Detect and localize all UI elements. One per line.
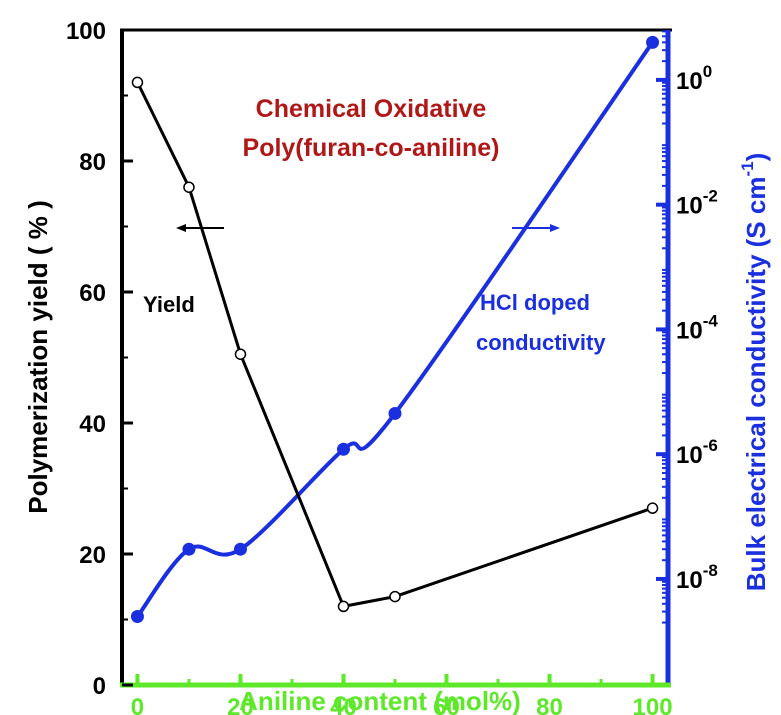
y-left-tick-label: 80 xyxy=(79,149,106,176)
right-y-axis-title-end: ) xyxy=(741,153,771,162)
conductivity-point xyxy=(130,610,144,624)
conductivity-point xyxy=(233,542,247,556)
yield-annotation: Yield xyxy=(143,292,195,317)
right-y-axis-title-sup: -1 xyxy=(738,161,757,176)
y-right-tick-label: 10-6 xyxy=(676,436,718,469)
chart-title-line-1: Chemical Oxidative xyxy=(256,95,487,123)
yield-line xyxy=(136,81,653,608)
yield-point xyxy=(646,502,659,514)
y-right-tick-label: 10-4 xyxy=(676,311,718,344)
y-left-tick-label: 100 xyxy=(66,18,106,45)
tick-labels: 0 20 40 60 80 100 0 20 40 60 80 100 10-8 10-6 10-4 10-2… xyxy=(66,18,718,715)
x-tick-label: 80 xyxy=(536,694,563,715)
x-tick-label: 0 xyxy=(131,694,144,715)
conductivity-annotation-line-2: conductivity xyxy=(476,330,606,355)
y-right-tick-label: 10-2 xyxy=(676,187,718,220)
conductivity-points xyxy=(130,35,660,624)
x-tick-label: 100 xyxy=(633,694,673,715)
conductivity-annotation-line-1: HCl doped xyxy=(480,290,590,315)
x-axis-title: Aniline content (mol%) xyxy=(239,686,521,715)
conductivity-point xyxy=(388,406,402,420)
y-left-tick-label: 0 xyxy=(93,673,106,700)
y-left-tick-label: 20 xyxy=(79,542,106,569)
yield-point xyxy=(183,181,195,193)
yield-arrow-head xyxy=(176,224,186,232)
yield-point xyxy=(389,590,401,603)
yield-point xyxy=(337,600,350,613)
chart-title-line-2: Poly(furan-co-aniline) xyxy=(243,134,500,162)
x-tick-label: 20 xyxy=(227,694,254,715)
right-y-axis-title: Bulk electrical conductivity (S cm-1) xyxy=(738,153,771,592)
yield-points xyxy=(131,76,659,613)
left-y-axis-title: Polymerization yield ( % ) xyxy=(23,200,53,514)
right-y-axis-title-main: Bulk electrical conductivity (S cm xyxy=(741,177,771,592)
y-left-tick-label: 40 xyxy=(79,411,106,438)
y-left-tick-label: 60 xyxy=(79,280,106,307)
y-right-tick-label: 100 xyxy=(676,62,712,95)
conductivity-point xyxy=(336,442,350,456)
yield-point xyxy=(234,348,247,360)
y-right-tick-label: 10-8 xyxy=(676,561,718,594)
conductivity-arrow-head xyxy=(550,224,560,232)
tick-marks xyxy=(122,28,668,687)
x-tick-label: 40 xyxy=(330,694,357,715)
yield-point xyxy=(131,76,144,89)
conductivity-point xyxy=(182,542,196,556)
conductivity-point xyxy=(646,35,660,49)
x-tick-label: 60 xyxy=(433,694,460,715)
